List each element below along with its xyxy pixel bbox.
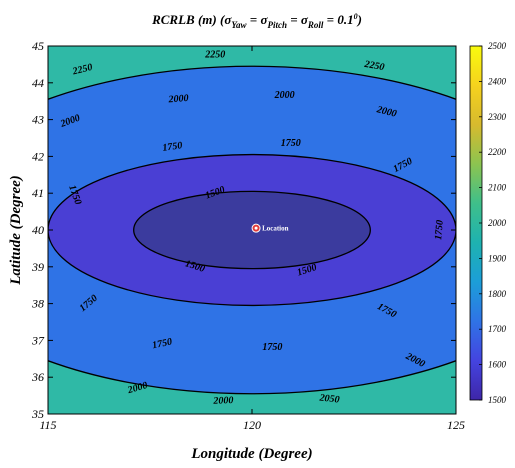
y-axis-ticks: 35 36 37 38 39 40 41 42 43 44 45 — [31, 39, 456, 421]
contour-label: 2050 — [318, 392, 340, 405]
y-tick-label: 38 — [31, 297, 44, 311]
y-tick-label: 37 — [31, 333, 45, 347]
colorbar-tick-label: 1500 — [488, 395, 507, 405]
colorbar-tick-label: 2100 — [488, 183, 507, 193]
colorbar-tick-label: 2200 — [488, 147, 507, 157]
y-tick-label: 42 — [32, 149, 44, 163]
contour-label: 2250 — [204, 49, 225, 60]
y-tick-label: 45 — [32, 39, 44, 53]
contour-label: 1750 — [262, 342, 282, 353]
contour-label: 1750 — [281, 138, 301, 149]
colorbar-tick-label: 2300 — [488, 112, 507, 122]
colorbar-tick-label: 2500 — [488, 41, 507, 51]
location-label: Location — [262, 225, 289, 233]
contour-label: 2250 — [363, 59, 386, 73]
colorbar-tick-label: 1900 — [488, 253, 507, 263]
colorbar-tick-label: 1800 — [488, 289, 507, 299]
y-tick-label: 44 — [32, 76, 44, 90]
location-point-center — [254, 226, 258, 230]
contour-label: 1750 — [433, 220, 446, 241]
x-tick-label: 115 — [39, 418, 56, 432]
colorbar-ticks: 1500 1600 1700 1800 1900 2000 2100 2200 2300 2400… — [479, 41, 507, 405]
chart-title: RCRLB (m) (σYaw = σPitch = σRoll = 0.10) — [151, 12, 362, 30]
contour-label: 2250 — [71, 62, 94, 78]
x-axis-ticks: 115 120 125 — [39, 46, 465, 432]
contour-label: 2000 — [375, 104, 398, 120]
colorbar-tick-label: 2400 — [488, 76, 507, 86]
x-axis-label: Longitude (Degree) — [190, 446, 312, 462]
colorbar-tick-label: 1600 — [488, 360, 507, 370]
y-tick-label: 39 — [31, 260, 44, 274]
x-tick-label: 120 — [243, 418, 261, 432]
contour-label: 1750 — [151, 336, 173, 351]
y-tick-label: 36 — [31, 370, 44, 384]
y-tick-label: 41 — [32, 186, 44, 200]
contour-label: 2000 — [212, 395, 233, 407]
x-tick-label: 125 — [447, 418, 465, 432]
location-marker: Location — [251, 223, 289, 233]
y-tick-label: 35 — [31, 407, 44, 421]
colorbar-tick-label: 1700 — [488, 324, 507, 334]
contour-label: 2000 — [167, 93, 189, 105]
y-tick-label: 40 — [32, 223, 44, 237]
colorbar-tick-label: 2000 — [488, 218, 507, 228]
y-tick-label: 43 — [32, 113, 44, 127]
y-axis-label: Latitude (Degree) — [8, 175, 24, 286]
contour-label: 2000 — [274, 90, 295, 101]
contour-label: 1750 — [162, 140, 183, 154]
